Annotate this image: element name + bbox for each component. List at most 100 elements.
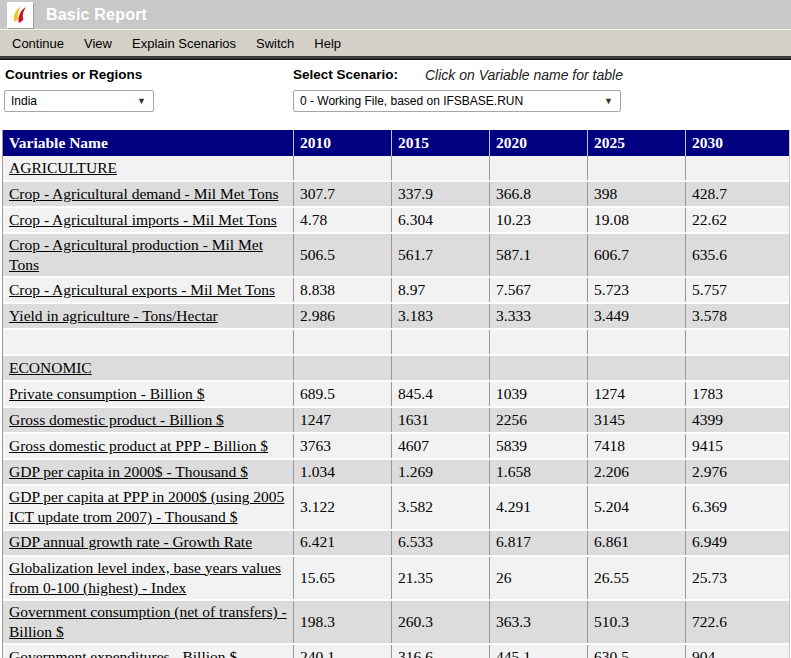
value-cell: 6.533 [391,531,489,555]
menu-item-switch[interactable]: Switch [246,31,304,56]
variable-name-cell: AGRICULTURE [3,156,293,180]
value-cell: 26 [489,557,587,599]
value-cell: 2.976 [685,460,789,484]
variable-name-cell: Crop - Agricultural exports - Mil Met To… [3,278,293,302]
variable-name-cell: Crop - Agricultural demand - Mil Met Ton… [3,182,293,206]
report-table: Variable Name20102015202020252030 AGRICU… [2,130,790,658]
value-cell [293,156,391,180]
value-cell: 22.62 [685,208,789,232]
value-cell: 2.206 [587,460,685,484]
variable-link[interactable]: Government expenditures - Billion $ [9,647,237,658]
variable-link[interactable]: Private consumption - Billion $ [9,384,204,404]
section-link-agriculture[interactable]: AGRICULTURE [9,158,117,178]
value-cell [391,156,489,180]
value-cell: 3.449 [587,304,685,328]
table-row: Gross domestic product - Billion $124716… [3,408,789,434]
value-cell: 337.9 [391,182,489,206]
value-cell [489,330,587,354]
table-row: AGRICULTURE [3,156,789,182]
variable-link[interactable]: Crop - Agricultural imports - Mil Met To… [9,210,277,230]
value-cell: 5.757 [685,278,789,302]
value-cell: 307.7 [293,182,391,206]
value-cell: 3.333 [489,304,587,328]
column-header-2015: 2015 [391,130,489,156]
value-cell: 9415 [685,434,789,458]
menu-item-explain-scenarios[interactable]: Explain Scenarios [122,31,246,56]
variable-link[interactable]: GDP per capita in 2000$ - Thousand $ [9,462,248,482]
value-cell: 445.1 [489,645,587,658]
value-cell: 722.6 [685,601,789,643]
value-cell: 904 [685,645,789,658]
menu-item-continue[interactable]: Continue [2,31,74,56]
value-cell: 25.73 [685,557,789,599]
value-cell: 363.3 [489,601,587,643]
scenario-select[interactable]: 0 - Working File, based on IFSBASE.RUN ▼ [293,90,621,112]
value-cell: 4.291 [489,486,587,528]
value-cell [587,356,685,380]
value-cell: 606.7 [587,234,685,276]
value-cell: 1.034 [293,460,391,484]
value-cell: 15.65 [293,557,391,599]
variable-link[interactable]: Yield in agriculture - Tons/Hectar [9,306,218,326]
variable-name-cell: Government expenditures - Billion $ [3,645,293,658]
table-row: Government expenditures - Billion $240.1… [3,645,789,658]
value-cell: 1.269 [391,460,489,484]
value-cell: 7.567 [489,278,587,302]
value-cell: 398 [587,182,685,206]
value-cell: 3145 [587,408,685,432]
table-row: ECONOMIC [3,356,789,382]
menu-item-help[interactable]: Help [304,31,351,56]
value-cell: 6.861 [587,531,685,555]
value-cell: 6.369 [685,486,789,528]
variable-link[interactable]: Crop - Agricultural exports - Mil Met To… [9,280,275,300]
value-cell: 587.1 [489,234,587,276]
variable-link[interactable]: GDP per capita at PPP in 2000$ (using 20… [9,487,289,527]
variable-link[interactable]: Crop - Agricultural demand - Mil Met Ton… [9,184,278,204]
value-cell: 7418 [587,434,685,458]
variable-name-cell: Crop - Agricultural imports - Mil Met To… [3,208,293,232]
table-row: Yield in agriculture - Tons/Hectar2.9863… [3,304,789,330]
value-cell: 5.723 [587,278,685,302]
value-cell: 561.7 [391,234,489,276]
value-cell: 4.78 [293,208,391,232]
variable-name-cell: Private consumption - Billion $ [3,382,293,406]
value-cell: 635.6 [685,234,789,276]
scenario-select-value: 0 - Working File, based on IFSBASE.RUN [300,94,523,108]
table-row: Private consumption - Billion $689.5845.… [3,382,789,408]
column-header-2010: 2010 [293,130,391,156]
variable-name-cell: GDP annual growth rate - Growth Rate [3,531,293,555]
value-cell: 5839 [489,434,587,458]
column-header-2030: 2030 [685,130,789,156]
table-row: GDP per capita in 2000$ - Thousand $ 1.03… [3,460,789,486]
variable-link[interactable]: Government consumption (net of transfers… [9,602,289,642]
value-cell: 21.35 [391,557,489,599]
country-select[interactable]: India ▼ [4,90,154,112]
variable-link[interactable]: Globalization level index, base years va… [9,558,289,598]
value-cell: 3763 [293,434,391,458]
variable-name-cell: Globalization level index, base years va… [3,557,293,599]
variable-link[interactable]: Gross domestic product - Billion $ [9,410,224,430]
value-cell [391,356,489,380]
value-cell: 1.658 [489,460,587,484]
value-cell: 428.7 [685,182,789,206]
variable-link[interactable]: GDP annual growth rate - Growth Rate [9,532,252,552]
value-cell: 26.55 [587,557,685,599]
value-cell: 6.421 [293,531,391,555]
value-cell: 3.183 [391,304,489,328]
value-cell: 689.5 [293,382,391,406]
variable-link[interactable]: Crop - Agricultural production - Mil Met… [9,235,289,275]
spacer-row [3,330,789,356]
table-row: GDP annual growth rate - Growth Rate 6.42… [3,531,789,557]
table-row: Government consumption (net of transfers… [3,601,789,645]
column-header-2025: 2025 [587,130,685,156]
variable-name-cell: ECONOMIC [3,356,293,380]
menu-item-view[interactable]: View [74,31,122,56]
menu-divider [0,56,791,60]
variable-link[interactable]: Gross domestic product at PPP - Billion … [9,436,268,456]
value-cell: 506.5 [293,234,391,276]
table-header-row: Variable Name20102015202020252030 [3,130,789,156]
section-link-economic[interactable]: ECONOMIC [9,358,92,378]
value-cell [293,356,391,380]
variable-name-cell: GDP per capita at PPP in 2000$ (using 20… [3,486,293,528]
value-cell: 510.3 [587,601,685,643]
